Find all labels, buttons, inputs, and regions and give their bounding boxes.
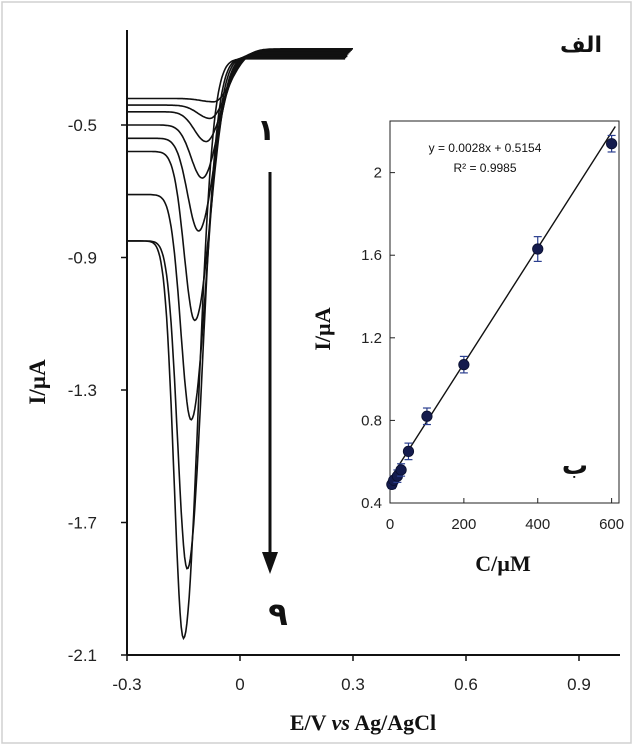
main-x-tick-label: 0.6 (454, 675, 478, 694)
inset-x-tick-label: 400 (525, 516, 550, 533)
voltammogram-curve (127, 54, 348, 322)
voltammogram-curve (127, 52, 349, 232)
data-point (532, 243, 544, 255)
data-point (395, 464, 407, 476)
inset-y-tick-label: 0.4 (361, 495, 382, 512)
main-axes (126, 30, 620, 656)
main-x-tick-label: 0.3 (341, 675, 365, 694)
panel-label-be: ب (562, 451, 588, 481)
main-y-tick-label: -2.1 (68, 646, 97, 665)
inset-y-tick-label: 0.8 (361, 412, 382, 429)
arrow-end-label: ۹ (268, 595, 288, 633)
panel-label-alef: الف (560, 33, 602, 58)
inset-x-tick-label: 600 (599, 516, 624, 533)
inset-y-tick-label: 2 (374, 165, 382, 182)
voltammogram-curve (127, 51, 350, 179)
data-point (421, 410, 433, 422)
main-x-tick-label: -0.3 (112, 675, 141, 694)
main-y-tick-label: -0.5 (68, 116, 97, 135)
inset-background (383, 118, 619, 512)
inset-x-tick-label: 0 (386, 516, 394, 533)
voltammogram-curve (127, 50, 351, 143)
data-point (402, 445, 415, 457)
main-y-axis-title: I/µA (25, 359, 50, 405)
inset-y-tick-label: 1.2 (361, 330, 382, 347)
inset-axes (389, 120, 620, 504)
inset-x-tick-label: 200 (451, 516, 476, 533)
main-y-tick-label: -0.9 (68, 249, 97, 268)
voltammogram-curves (127, 47, 353, 641)
arrow-start-label: ۱ (257, 113, 275, 148)
inset-y-tick-label: 1.6 (361, 247, 382, 264)
main-x-tick-label: 0 (235, 675, 244, 694)
inset-x-axis-title: C/µM (475, 551, 531, 576)
inset-y-axis-title: I/µA (310, 307, 335, 350)
trend-arrow-head (262, 552, 278, 574)
main-y-tick-label: -1.7 (68, 514, 97, 533)
voltammogram-curve (127, 49, 352, 120)
fit-r-squared: R² = 0.9985 (453, 161, 516, 175)
calibration-points (386, 134, 618, 491)
data-point (458, 359, 470, 371)
main-x-axis-title: E/V vs Ag/AgCl (290, 710, 436, 735)
main-tick-labels: -0.3 0 0.3 0.6 0.9 -0.5 -0.9 -1.3 -1.7 -2.1 (68, 116, 591, 694)
inset-frame (389, 120, 620, 504)
data-point (606, 138, 618, 150)
main-x-tick-label: 0.9 (567, 675, 591, 694)
trend-arrow (262, 172, 278, 574)
voltammogram-curve (127, 57, 346, 641)
inset-tick-labels: 0 200 400 600 0.4 0.8 1.2 1.6 2 (361, 165, 624, 533)
fit-equation: y = 0.0028x + 0.5154 (429, 141, 542, 155)
main-y-tick-label: -1.3 (68, 381, 97, 400)
